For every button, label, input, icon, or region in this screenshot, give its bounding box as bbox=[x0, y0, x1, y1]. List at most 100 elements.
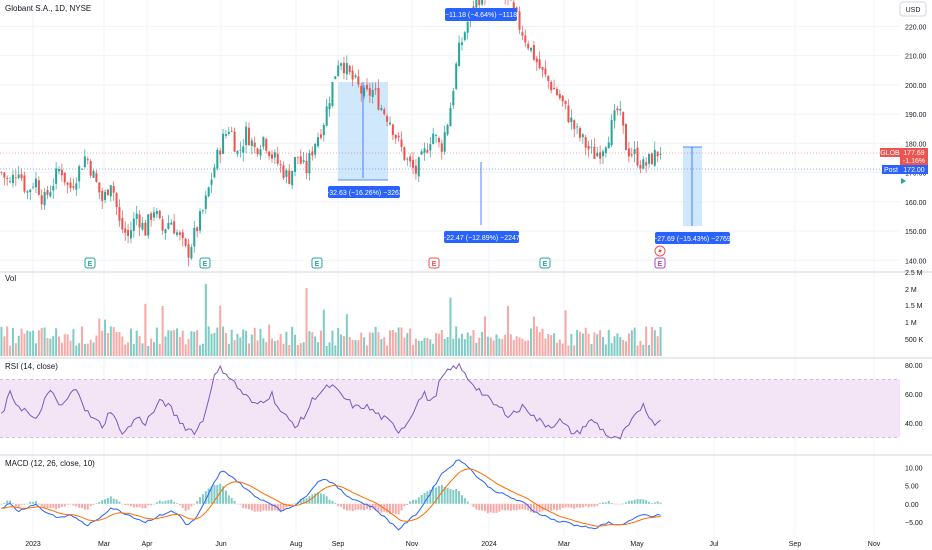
macd-hist-bar bbox=[210, 486, 213, 504]
candle-body bbox=[118, 207, 121, 221]
play-icon[interactable] bbox=[901, 178, 906, 184]
candle-body bbox=[213, 167, 216, 178]
candle-body bbox=[245, 126, 248, 146]
volume-bar bbox=[391, 329, 394, 356]
macd-hist-bar bbox=[294, 503, 297, 505]
svg-text:GLOB: GLOB bbox=[880, 150, 900, 157]
volume-bar bbox=[253, 327, 256, 356]
macd-hist-bar bbox=[495, 503, 498, 513]
macd-hist-bar bbox=[144, 503, 147, 509]
macd-hist-bar bbox=[486, 503, 489, 514]
candle-body bbox=[348, 65, 351, 73]
macd-hist-bar bbox=[176, 503, 179, 504]
rsi-tick-label: 40.00 bbox=[905, 421, 923, 428]
candle-body bbox=[285, 170, 288, 177]
macd-hist-bar bbox=[547, 503, 550, 511]
volume-bar bbox=[394, 332, 397, 356]
event-earnings-2[interactable]: E bbox=[199, 257, 211, 269]
candle-body bbox=[196, 227, 199, 232]
rsi-title[interactable]: RSI (14, close) bbox=[5, 362, 58, 371]
macd-hist-bar bbox=[124, 503, 127, 506]
signal-line bbox=[1, 468, 661, 527]
volume-bar bbox=[584, 327, 587, 356]
candle-body bbox=[535, 58, 538, 63]
volume-bar bbox=[601, 337, 605, 356]
candle-body bbox=[340, 63, 343, 66]
volume-bar bbox=[429, 339, 432, 356]
macd-hist-bar bbox=[345, 503, 348, 511]
candle-body bbox=[466, 21, 469, 33]
macd-hist-bar bbox=[443, 486, 446, 504]
volume-bar bbox=[443, 339, 446, 356]
candle-body bbox=[625, 124, 628, 151]
candle-body bbox=[216, 149, 219, 169]
symbol-title[interactable]: Globant S.A., 1D, NYSE bbox=[5, 4, 91, 13]
volume-bar bbox=[57, 336, 61, 356]
event-earnings-6[interactable]: E bbox=[654, 257, 666, 269]
macd-hist-bar bbox=[409, 501, 412, 504]
macd-hist-bar bbox=[337, 503, 340, 507]
lightning-icon[interactable] bbox=[654, 245, 666, 257]
vol-title[interactable]: Vol bbox=[5, 274, 16, 283]
candle-body bbox=[642, 159, 645, 169]
volume-bar bbox=[544, 338, 547, 356]
event-earnings-4[interactable]: E bbox=[428, 257, 440, 269]
candle-body bbox=[334, 76, 337, 80]
volume-bar bbox=[319, 330, 322, 356]
candle-body bbox=[178, 232, 181, 235]
event-earnings-3[interactable]: E bbox=[311, 257, 323, 269]
volume-bar bbox=[268, 324, 271, 356]
macd-hist-bar bbox=[446, 487, 449, 504]
volume-bar bbox=[489, 337, 492, 356]
measure-box-4[interactable] bbox=[683, 147, 702, 226]
candle-body bbox=[63, 172, 66, 183]
macd-hist-bar bbox=[164, 500, 167, 504]
candle-body bbox=[337, 65, 340, 76]
macd-hist-bar bbox=[150, 503, 153, 506]
candle-body bbox=[383, 109, 386, 115]
candle-body bbox=[423, 148, 426, 153]
volume-bar bbox=[161, 305, 164, 356]
candle-body bbox=[291, 170, 294, 186]
volume-bar bbox=[616, 333, 619, 356]
macd-hist-bar bbox=[555, 503, 558, 511]
volume-bar bbox=[98, 318, 101, 356]
macd-hist-bar bbox=[219, 483, 222, 504]
candle-body bbox=[201, 210, 204, 212]
volume-bar bbox=[478, 337, 481, 356]
macd-title[interactable]: MACD (12, 26, close, 10) bbox=[5, 459, 95, 468]
time-axis[interactable]: 2023 Mar Apr Jun Aug Sep Nov 2024 Mar May Jul Sep No… bbox=[25, 541, 881, 548]
svg-text:Post: Post bbox=[884, 167, 898, 174]
macd-hist-bar bbox=[204, 491, 207, 504]
volume-bar bbox=[446, 337, 449, 356]
volume-bar bbox=[639, 340, 642, 356]
macd-hist-bar bbox=[193, 503, 196, 505]
rsi-axis[interactable]: 80.00 60.00 40.00 bbox=[905, 363, 923, 428]
macd-axis[interactable]: 10.00 5.00 0.00 −5.00 bbox=[905, 465, 923, 527]
macd-hist-bar bbox=[167, 500, 170, 504]
volume-bar bbox=[521, 338, 524, 356]
volume-bar bbox=[535, 326, 538, 356]
macd-hist-bar bbox=[317, 492, 320, 504]
price-tick-label: 200.00 bbox=[905, 83, 927, 90]
volume-bar bbox=[435, 332, 438, 356]
price-axis[interactable]: 220.00 210.00 200.00 190.00 180.00 170.00 160.… bbox=[905, 24, 927, 265]
volume-axis[interactable]: 2.5 M 2 M 1.5 M 1 M 500 K bbox=[905, 270, 924, 344]
currency-button[interactable]: USD bbox=[899, 1, 927, 17]
macd-hist-bar bbox=[391, 503, 394, 514]
volume-bar bbox=[204, 283, 207, 356]
macd-hist-bar bbox=[590, 503, 593, 507]
volume-bar bbox=[92, 342, 95, 356]
macd-hist-bar bbox=[259, 503, 262, 512]
event-earnings-5[interactable]: E bbox=[539, 257, 551, 269]
macd-hist-bar bbox=[365, 503, 368, 510]
macd-hist-bar bbox=[377, 503, 380, 512]
candle-body bbox=[152, 212, 155, 218]
event-earnings-1[interactable]: E bbox=[84, 257, 96, 269]
macd-hist-bar bbox=[95, 503, 98, 505]
macd-hist-bar bbox=[314, 493, 317, 504]
volume-bar bbox=[509, 334, 512, 356]
macd-hist-bar bbox=[222, 486, 225, 504]
macd-histogram bbox=[0, 483, 662, 515]
macd-hist-bar bbox=[538, 503, 541, 513]
